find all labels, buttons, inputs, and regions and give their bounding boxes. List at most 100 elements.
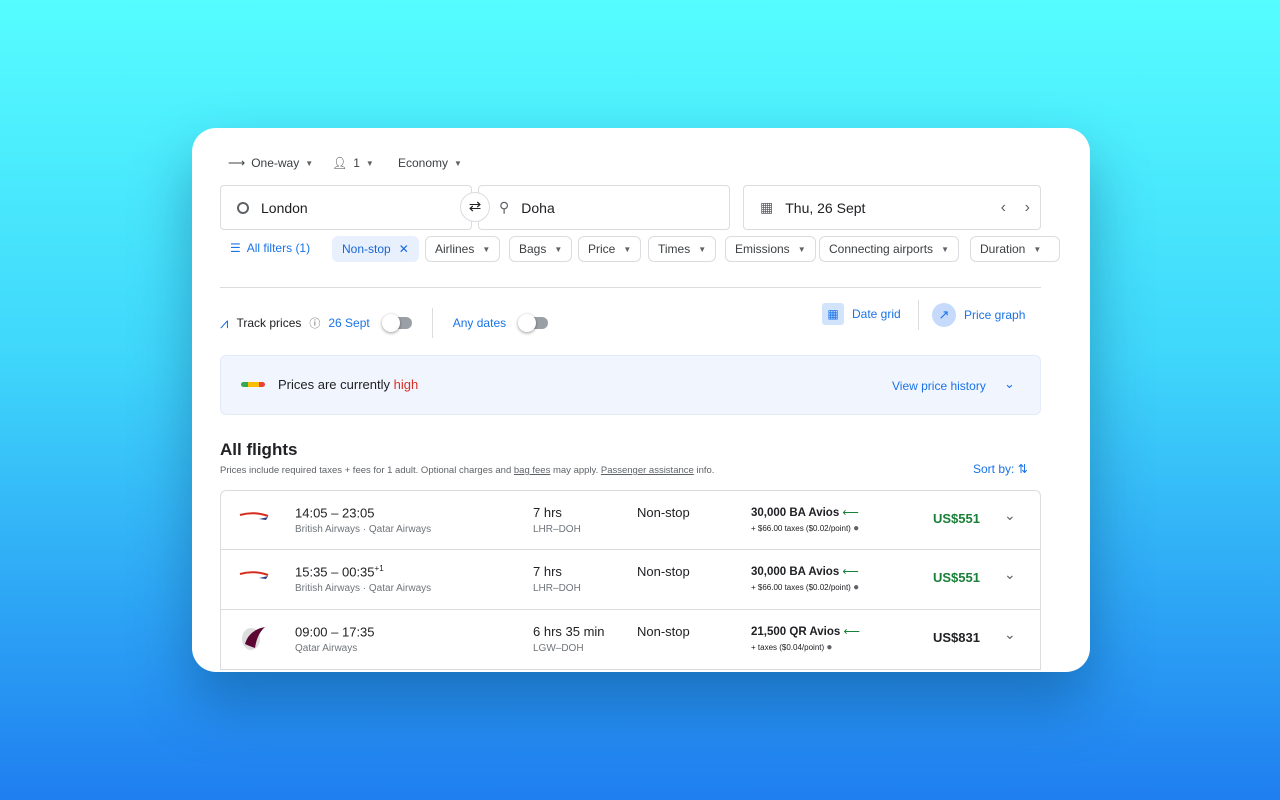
caret-down-icon: ▼ — [365, 158, 374, 168]
chip-label: Bags — [519, 242, 547, 256]
chip-label: Duration — [980, 242, 1026, 256]
info-icon[interactable]: ⓘ — [309, 318, 321, 330]
track-date-toggle[interactable] — [381, 314, 412, 332]
origin-input[interactable]: London — [220, 185, 472, 230]
caret-down-icon: ▼ — [554, 244, 563, 254]
duration-col: 6 hrs 35 min LGW–DOH — [533, 624, 605, 654]
view-price-history-link[interactable]: View price history — [892, 379, 986, 393]
date-value: Thu, 26 Sept — [785, 199, 866, 216]
info-icon[interactable]: ● — [853, 523, 860, 534]
stops: Non-stop — [637, 624, 690, 639]
duration: 6 hrs 35 min — [533, 624, 605, 639]
results-note: Prices include required taxes + fees for… — [220, 465, 714, 476]
note-text: may apply. — [550, 465, 601, 476]
departure-arrival-times: 14:05 – 23:05 — [295, 505, 375, 521]
chip-label: Airlines — [435, 242, 475, 256]
chip-label: Times — [658, 242, 691, 256]
filter-chip-bags[interactable]: Bags ▼ — [509, 236, 573, 262]
price-insight-banner: Prices are currently high View price his… — [220, 355, 1041, 415]
calendar-icon: ▦ — [760, 199, 774, 215]
price-level-value: high — [393, 377, 419, 392]
cabin-select[interactable]: Economy ▼ — [398, 156, 462, 170]
chip-label: Price — [588, 242, 616, 256]
all-filters-button[interactable]: ☰ All filters (1) — [230, 241, 310, 255]
track-prices-row: ⩘ Track prices ⓘ 26 Sept Any dates — [220, 308, 549, 338]
taxes: + $66.00 taxes ($0.02/point) — [751, 583, 851, 592]
caret-down-icon: ▼ — [623, 244, 632, 254]
track-date: 26 Sept — [328, 316, 370, 330]
filter-chip-airlines[interactable]: Airlines ▼ — [425, 236, 501, 262]
next-date-button[interactable]: › — [1024, 198, 1030, 216]
origin-circle-icon — [237, 201, 249, 214]
price: US$831 — [933, 630, 980, 645]
info-icon[interactable]: ● — [853, 582, 860, 593]
flight-row[interactable]: 14:05 – 23:05 British Airways · Qatar Air… — [220, 490, 1041, 550]
sort-by-label: Sort by: — [973, 462, 1015, 476]
taxes: + $66.00 taxes ($0.02/point) — [751, 524, 851, 533]
chevron-down-icon[interactable]: ⌄ — [1004, 376, 1015, 391]
route: LHR–DOH — [533, 583, 581, 594]
expand-chevron-icon[interactable]: ⌄ — [1004, 566, 1016, 582]
flight-row[interactable]: 15:35 – 00:35+1 British Airways · Qatar A… — [220, 550, 1041, 610]
filter-chip-non-stop[interactable]: Non-stop ✕ — [332, 236, 419, 262]
passengers-select[interactable]: 👤︎ 1 ▼ — [332, 156, 374, 170]
date-input[interactable]: ▦ Thu, 26 Sept ‹ › — [743, 185, 1041, 230]
flight-search-card: ⟶ One-way ▼ 👤︎ 1 ▼ Economy ▼ London ⚲ Doha ⇄ ▦… — [192, 128, 1090, 672]
price-level-text: Prices are currently high — [278, 377, 418, 392]
filters-icon: ☰ — [230, 241, 241, 255]
arrow-right-icon: ⟶ — [228, 156, 246, 170]
swap-button[interactable]: ⇄ — [460, 192, 490, 222]
trip-type-select[interactable]: ⟶ One-way ▼ — [228, 156, 313, 170]
bag-fees-link[interactable]: bag fees — [513, 465, 551, 476]
duration: 7 hrs — [533, 505, 562, 520]
airlines: British Airways · Qatar Airways — [295, 583, 432, 595]
passenger-assistance-link[interactable]: Passenger assistance — [600, 465, 694, 476]
route: LGW–DOH — [533, 643, 584, 654]
points-col: 30,000 BA Avios ⟵ + $66.00 taxes ($0.02/p… — [751, 564, 859, 593]
flight-times: 15:35 – 00:35+1 British Airways · Qatar A… — [295, 564, 431, 594]
destination-value: Doha — [521, 199, 555, 216]
departure-arrival-times: 15:35 – 00:35 — [295, 564, 375, 580]
flight-times: 14:05 – 23:05 British Airways · Qatar Air… — [295, 505, 431, 535]
price-graph-icon: ↗ — [932, 303, 956, 327]
flight-row[interactable]: 09:00 – 17:35 Qatar Airways 6 hrs 35 min L… — [220, 610, 1041, 670]
caret-down-icon: ▼ — [454, 158, 462, 168]
caret-down-icon: ▼ — [1033, 244, 1042, 254]
person-icon: 👤︎ — [332, 156, 348, 170]
sort-icon: ⇅ — [1017, 462, 1028, 476]
points: 30,000 BA Avios — [751, 566, 840, 578]
divider — [918, 300, 919, 330]
location-pin-icon: ⚲ — [499, 199, 510, 215]
filter-chip-duration[interactable]: Duration ▼ — [970, 236, 1060, 262]
points-col: 30,000 BA Avios ⟵ + $66.00 taxes ($0.02/p… — [751, 505, 859, 534]
info-icon[interactable]: ● — [826, 642, 833, 653]
arrow-left-icon: ⟵ — [842, 566, 859, 578]
price-level-icon — [241, 382, 265, 387]
departure-arrival-times: 09:00 – 17:35 — [295, 624, 375, 640]
previous-date-button[interactable]: ‹ — [1000, 198, 1006, 216]
stops: Non-stop — [637, 564, 690, 579]
taxes: + taxes ($0.04/point) — [751, 643, 825, 652]
price-graph-button[interactable]: ↗ Price graph — [932, 303, 1025, 327]
expand-chevron-icon[interactable]: ⌄ — [1004, 626, 1016, 642]
caret-down-icon: ▼ — [482, 244, 491, 254]
chip-label: Emissions — [735, 242, 790, 256]
british-airways-logo-icon — [239, 570, 269, 585]
any-dates-toggle[interactable] — [518, 314, 549, 332]
filter-chip-connecting-airports[interactable]: Connecting airports ▼ — [819, 236, 959, 262]
sort-by-button[interactable]: Sort by: ⇅ — [973, 462, 1028, 476]
destination-input[interactable]: ⚲ Doha — [478, 185, 730, 230]
filter-chip-times[interactable]: Times ▼ — [648, 236, 717, 262]
close-icon[interactable]: ✕ — [398, 242, 409, 256]
route: LHR–DOH — [533, 524, 581, 535]
any-dates-label: Any dates — [452, 316, 507, 330]
filter-chip-emissions[interactable]: Emissions ▼ — [725, 236, 816, 262]
date-grid-button[interactable]: ▦ Date grid — [822, 303, 901, 325]
origin-value: London — [261, 199, 308, 216]
expand-chevron-icon[interactable]: ⌄ — [1004, 507, 1016, 523]
price: US$551 — [933, 570, 980, 585]
filter-chip-price[interactable]: Price ▼ — [578, 236, 642, 262]
chip-label: Non-stop — [342, 242, 391, 256]
note-text: info. — [693, 465, 715, 476]
plus-day: +1 — [374, 564, 384, 573]
